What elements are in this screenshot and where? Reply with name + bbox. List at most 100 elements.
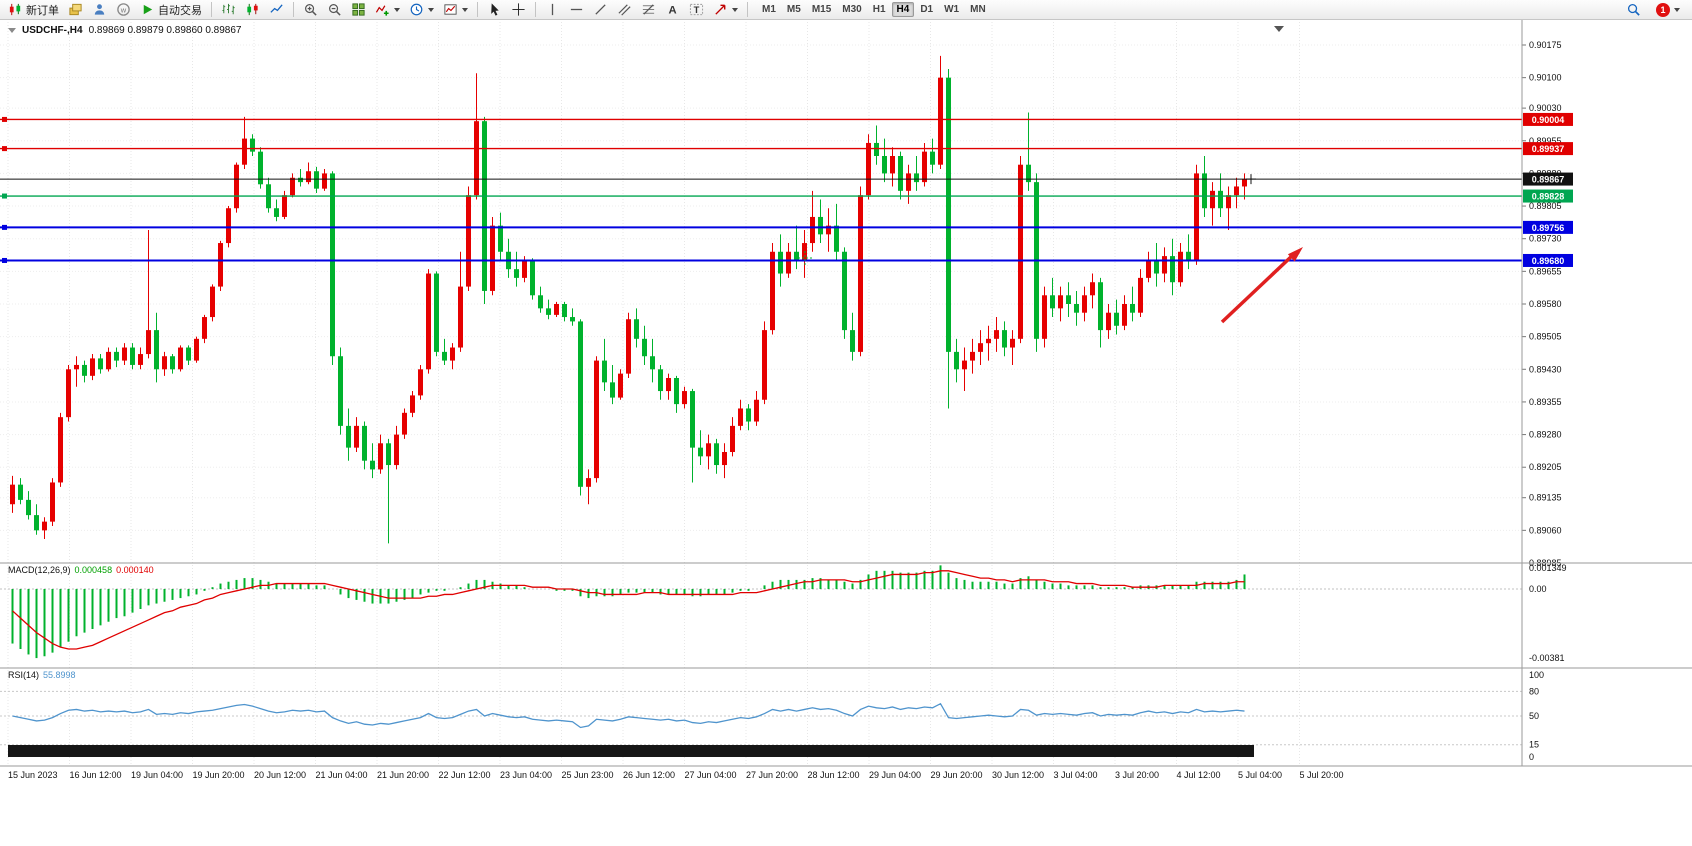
fibonacci-icon bbox=[642, 4, 655, 15]
candle-body bbox=[906, 173, 911, 191]
price-axis-label: 0.89355 bbox=[1529, 397, 1562, 407]
candles-icon bbox=[247, 3, 258, 16]
candle-body bbox=[482, 121, 487, 291]
candle-body bbox=[354, 425, 359, 448]
level-handle[interactable] bbox=[2, 146, 7, 152]
horizontal-line-tool[interactable] bbox=[565, 0, 588, 20]
crosshair-tool-button[interactable] bbox=[507, 0, 530, 20]
candle-body bbox=[658, 369, 663, 392]
candle-body bbox=[594, 360, 599, 479]
candle-body bbox=[1226, 195, 1231, 209]
toolbar-separator bbox=[293, 2, 294, 17]
price-axis-label: 0.89135 bbox=[1529, 493, 1562, 503]
candle-body bbox=[314, 171, 319, 189]
candle-body bbox=[442, 351, 447, 361]
candle-body bbox=[866, 142, 871, 196]
chart-title: USDCHF-,H4 0.89869 0.89879 0.89860 0.898… bbox=[8, 25, 242, 36]
time-axis-label: 3 Jul 20:00 bbox=[1115, 770, 1159, 780]
search-button[interactable] bbox=[1622, 0, 1645, 20]
candle-body bbox=[626, 319, 631, 374]
candle-chart-mode-button[interactable] bbox=[241, 0, 264, 20]
candle-body bbox=[618, 373, 623, 398]
trend-arrow-head[interactable] bbox=[1287, 247, 1303, 262]
timeframe-M30[interactable]: M30 bbox=[842, 4, 862, 15]
time-axis-label: 19 Jun 04:00 bbox=[131, 770, 183, 780]
level-handle[interactable] bbox=[2, 224, 7, 230]
one-click-trading-toggle[interactable] bbox=[8, 28, 16, 33]
price-badge bbox=[1523, 189, 1573, 203]
channel-tool[interactable] bbox=[613, 0, 636, 20]
fibonacci-tool[interactable] bbox=[637, 0, 660, 20]
candle-body bbox=[338, 356, 343, 426]
timeframe-H4[interactable]: H4 bbox=[891, 2, 915, 17]
candle-body bbox=[178, 347, 183, 370]
zoom-in-icon bbox=[305, 4, 317, 16]
candle-body bbox=[930, 151, 935, 165]
time-axis-label: 25 Jun 23:00 bbox=[562, 770, 614, 780]
candle-body bbox=[730, 425, 735, 452]
trend-arrow[interactable] bbox=[1220, 253, 1295, 324]
new-order-button[interactable]: 新订单 bbox=[4, 0, 63, 20]
candle-body bbox=[130, 347, 135, 365]
price-axis-label: 0.90100 bbox=[1529, 73, 1562, 83]
timeframe-D1[interactable]: D1 bbox=[920, 4, 934, 15]
candle-body bbox=[466, 195, 471, 287]
indicators-button[interactable] bbox=[371, 0, 404, 20]
level-handle[interactable] bbox=[2, 257, 7, 263]
candle-body bbox=[1202, 173, 1207, 209]
timeframe-W1[interactable]: W1 bbox=[944, 4, 960, 15]
profile-button[interactable] bbox=[88, 0, 111, 20]
notifications-button[interactable]: 1 bbox=[1652, 0, 1684, 20]
periods-button[interactable] bbox=[405, 0, 438, 20]
zoom-out-button[interactable] bbox=[323, 0, 346, 20]
candle-body bbox=[994, 330, 999, 339]
zoom-in-button[interactable] bbox=[299, 0, 322, 20]
text-tool[interactable]: A bbox=[661, 0, 684, 20]
macd-signal-value: 0.000140 bbox=[116, 565, 154, 575]
text-label-tool[interactable]: T bbox=[685, 0, 708, 20]
candle-body bbox=[946, 77, 951, 352]
vertical-line-tool[interactable] bbox=[541, 0, 564, 20]
candle-body bbox=[434, 273, 439, 352]
candle-body bbox=[546, 308, 551, 315]
candle-body bbox=[1098, 282, 1103, 331]
auto-trading-label: 自动交易 bbox=[158, 4, 202, 17]
community-button[interactable]: w bbox=[112, 0, 135, 20]
templates-button[interactable] bbox=[439, 0, 472, 20]
chart-canvas[interactable]: 15 Jun 2023 16 Jun 12:00 19 Jun 04:00 19 Ju… bbox=[0, 20, 1692, 846]
line-chart-mode-button[interactable] bbox=[265, 0, 288, 20]
timeframe-MN[interactable]: MN bbox=[970, 4, 986, 15]
candle-body bbox=[1066, 295, 1071, 304]
candle-body bbox=[1042, 295, 1047, 339]
candle-body bbox=[610, 382, 615, 398]
candle-body bbox=[1122, 303, 1127, 326]
timeframe-M1[interactable]: M1 bbox=[762, 4, 776, 15]
level-handle[interactable] bbox=[2, 193, 7, 199]
symbol-label: USDCHF-,H4 bbox=[22, 25, 83, 36]
arrows-tool[interactable] bbox=[709, 0, 742, 20]
time-axis-label: 23 Jun 04:00 bbox=[500, 770, 552, 780]
charts-stack-button[interactable] bbox=[64, 0, 87, 20]
macd-axis-label: -0.00381 bbox=[1529, 653, 1565, 663]
tile-windows-button[interactable] bbox=[347, 0, 370, 20]
auto-trading-button[interactable]: 自动交易 bbox=[136, 0, 206, 20]
timeframe-H1[interactable]: H1 bbox=[872, 4, 886, 15]
timeframe-M15[interactable]: M15 bbox=[811, 4, 832, 15]
candle-body bbox=[74, 364, 79, 370]
candle-body bbox=[1082, 295, 1087, 313]
bar-chart-mode-button[interactable] bbox=[217, 0, 240, 20]
price-badge-label: 0.89867 bbox=[1532, 175, 1565, 185]
candle-body bbox=[914, 173, 919, 183]
level-handle[interactable] bbox=[2, 116, 7, 122]
cursor-tool-button[interactable] bbox=[483, 0, 506, 20]
candle-body bbox=[274, 208, 279, 217]
toolbar-right-tools: 1 bbox=[1622, 0, 1688, 20]
candle-body bbox=[650, 356, 655, 370]
candle-body bbox=[1130, 303, 1135, 313]
candle-body bbox=[426, 273, 431, 370]
trendline-tool[interactable] bbox=[589, 0, 612, 20]
candle-body bbox=[18, 484, 23, 500]
timeframe-M5[interactable]: M5 bbox=[786, 4, 801, 15]
chart-shift-marker[interactable] bbox=[1274, 26, 1284, 32]
candle-body bbox=[858, 195, 863, 352]
